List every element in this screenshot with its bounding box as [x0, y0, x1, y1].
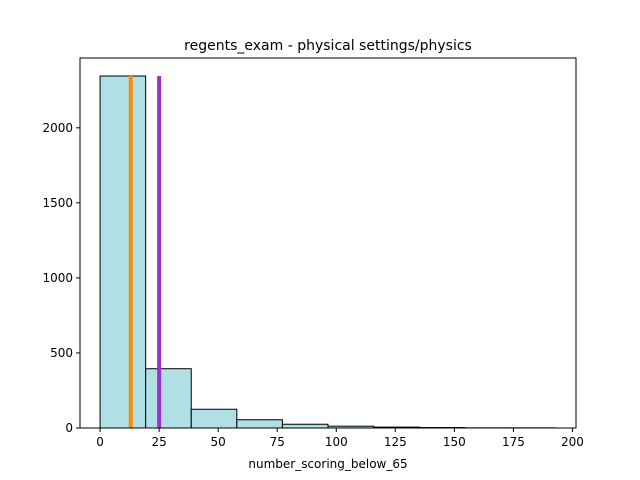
chart-title: regents_exam - physical settings/physics — [184, 38, 472, 54]
x-tick-label-3: 75 — [270, 435, 285, 449]
x-tick-label-5: 125 — [384, 435, 407, 449]
x-tick-label-0: 0 — [96, 435, 104, 449]
histogram-bar-0 — [99, 75, 147, 429]
x-tick-label-6: 150 — [443, 435, 466, 449]
y-tick-label-0: 0 — [65, 421, 73, 435]
x-tick-label-1: 25 — [151, 435, 166, 449]
histogram-bar-3 — [236, 419, 283, 429]
y-tick-label-2: 1000 — [42, 271, 73, 285]
reference-lines-layer — [128, 76, 162, 428]
x-tick-label-8: 200 — [561, 435, 584, 449]
x-axis-label: number_scoring_below_65 — [248, 457, 407, 471]
plot-frame — [79, 57, 577, 429]
y-axis-ticks: 0 500 1000 1500 2000 — [42, 121, 80, 435]
x-tick-label-7: 175 — [502, 435, 525, 449]
histogram-bar-4 — [281, 423, 329, 429]
y-tick-label-4: 2000 — [42, 121, 73, 135]
x-tick-label-2: 50 — [211, 435, 226, 449]
histogram-bar-1 — [145, 368, 192, 429]
x-axis-ticks: 0 25 50 75 100 125 150 175 200 — [96, 428, 584, 449]
histogram-bar-2 — [190, 408, 238, 429]
y-tick-label-1: 500 — [50, 346, 73, 360]
y-tick-label-3: 1500 — [42, 196, 73, 210]
x-tick-label-4: 100 — [325, 435, 348, 449]
